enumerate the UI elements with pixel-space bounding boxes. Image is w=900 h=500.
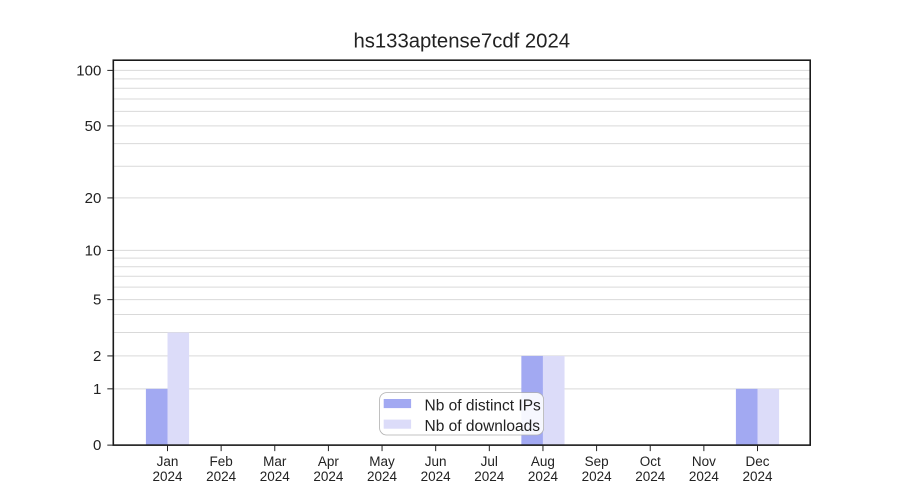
svg-text:Mar: Mar <box>263 454 287 469</box>
svg-text:Dec: Dec <box>745 454 769 469</box>
svg-text:2024: 2024 <box>152 469 183 484</box>
svg-text:50: 50 <box>85 118 102 135</box>
svg-text:2024: 2024 <box>742 469 773 484</box>
svg-text:Feb: Feb <box>210 454 233 469</box>
svg-text:2024: 2024 <box>313 469 344 484</box>
svg-text:Aug: Aug <box>531 454 555 469</box>
svg-text:Nb of distinct IPs: Nb of distinct IPs <box>425 397 542 414</box>
svg-text:Nb of downloads: Nb of downloads <box>425 418 541 435</box>
svg-text:1: 1 <box>93 381 101 398</box>
svg-text:2024: 2024 <box>260 469 291 484</box>
svg-text:2024: 2024 <box>367 469 398 484</box>
svg-text:2024: 2024 <box>635 469 666 484</box>
svg-text:2024: 2024 <box>528 469 559 484</box>
svg-text:5: 5 <box>93 292 101 309</box>
svg-text:hs133aptense7cdf 2024: hs133aptense7cdf 2024 <box>353 31 570 53</box>
svg-text:10: 10 <box>85 242 102 259</box>
svg-text:Oct: Oct <box>640 454 661 469</box>
svg-text:2024: 2024 <box>582 469 613 484</box>
svg-text:2: 2 <box>93 348 101 365</box>
svg-text:Apr: Apr <box>318 454 340 469</box>
svg-text:Jul: Jul <box>481 454 498 469</box>
svg-text:100: 100 <box>76 62 101 79</box>
svg-text:2024: 2024 <box>689 469 720 484</box>
svg-text:Jan: Jan <box>157 454 179 469</box>
svg-text:May: May <box>369 454 395 469</box>
svg-text:2024: 2024 <box>421 469 452 484</box>
svg-text:Jun: Jun <box>425 454 447 469</box>
svg-text:Sep: Sep <box>585 454 609 469</box>
svg-text:2024: 2024 <box>474 469 505 484</box>
svg-text:2024: 2024 <box>206 469 237 484</box>
svg-text:0: 0 <box>93 437 101 454</box>
svg-text:Nov: Nov <box>692 454 716 469</box>
svg-text:20: 20 <box>85 190 102 207</box>
